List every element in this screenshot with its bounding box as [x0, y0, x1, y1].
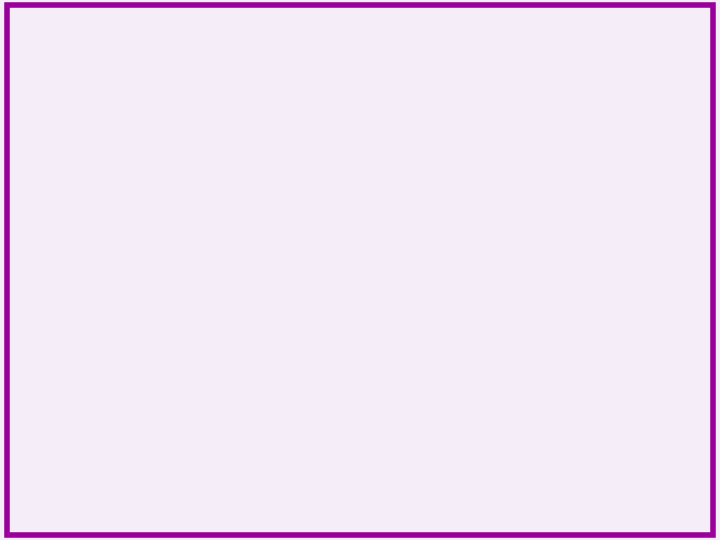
Text: 4.3: 4.3 — [212, 343, 251, 363]
Text: 4.2: 4.2 — [583, 343, 623, 363]
Text: Self-contained
flat: Self-contained flat — [152, 116, 311, 157]
Text: 4.1: 4.1 — [341, 343, 379, 363]
Text: 3.9: 3.9 — [469, 236, 508, 256]
Text: Bedsit: Bedsit — [454, 127, 523, 146]
Text: Note:: Note: — [160, 461, 211, 480]
Text: Baseline: Baseline — [74, 236, 174, 256]
Text: 4.8: 4.8 — [341, 236, 379, 256]
Text: All: All — [589, 127, 617, 146]
Text: 4.8: 4.8 — [583, 236, 623, 256]
Text: 4.8: 4.8 — [212, 236, 251, 256]
Text: Studio
flat: Studio flat — [325, 116, 395, 157]
Text: At 6
months: At 6 months — [74, 331, 163, 374]
Text: 3.5: 3.5 — [469, 343, 508, 363]
Text: Scores can range between -8 and +8: Scores can range between -8 and +8 — [217, 461, 572, 480]
Text: ‘Right move’ score at baseline and at six
months by type of accommodation: ‘Right move’ score at baseline and at si… — [104, 37, 616, 80]
